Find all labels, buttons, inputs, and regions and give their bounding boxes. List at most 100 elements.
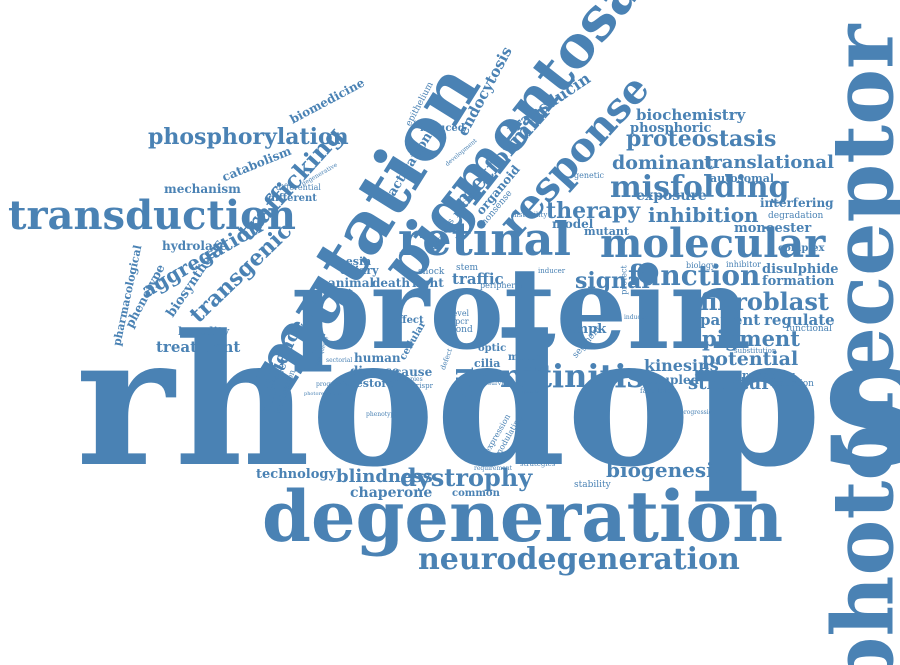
word-mutant: mutant	[584, 225, 629, 238]
word-blindness: blindness	[336, 466, 433, 487]
word-disease: disease	[350, 364, 400, 378]
word-protein: protein	[292, 244, 751, 375]
word-monoester: monoester	[734, 221, 812, 236]
word-ampk: ampk	[566, 322, 607, 337]
word-bond: bond	[450, 325, 473, 335]
word-chaperone: chaperone	[350, 485, 433, 501]
word-function: function	[628, 259, 761, 292]
word-biochemistry: biochemistry	[636, 106, 746, 124]
word-dystrophy: dystrophy	[400, 463, 533, 492]
word-reduction: reduction	[770, 379, 814, 389]
word-crispr: crispr	[412, 382, 433, 390]
word-biology: biology	[686, 261, 716, 270]
word-complex: complex	[778, 243, 825, 254]
word-coupled: coupled	[646, 373, 700, 387]
word-interfering: interfering	[760, 196, 834, 210]
word-inhibitor: inhibitor	[726, 260, 761, 269]
word-transduction: transduction	[8, 192, 296, 239]
word-strategies: strategies	[520, 460, 556, 468]
word-quality: quality	[522, 389, 540, 395]
word-photoreceptors: photoreceptors	[304, 391, 343, 397]
word-sectorial: sectorial	[326, 357, 353, 364]
word-mechanism: mechanism	[164, 182, 241, 196]
word-formation: formation	[762, 274, 835, 289]
word-inducer: inducer	[538, 267, 566, 275]
word-shock: shock	[418, 267, 445, 277]
word-signal: signal	[575, 268, 650, 294]
word-induced: induced	[420, 123, 465, 134]
word-receptor: receptor	[742, 369, 795, 382]
word-model: model	[552, 217, 594, 231]
word-functional: functional	[786, 324, 832, 334]
word-degradation: degradation	[768, 211, 824, 221]
word-induction: induction	[624, 314, 653, 321]
word-optic: optic	[478, 343, 507, 354]
word-structure: structure	[688, 373, 783, 394]
word-kinesin: kinesin	[326, 255, 372, 268]
word-kinesins: kinesins	[644, 356, 719, 375]
word-autosomal: autosomal	[710, 172, 775, 185]
word-substitution: substitution	[734, 347, 777, 355]
word-survival: survival	[488, 380, 513, 387]
word-technology: technology	[256, 467, 337, 482]
word-death: death	[372, 276, 411, 290]
word-neurodegeneration: neurodegeneration	[418, 542, 740, 577]
word-differential: differential	[276, 183, 321, 192]
word-therapies: therapies	[394, 376, 423, 383]
word-disulphide: disulphide	[762, 262, 839, 277]
word-cilia: cilia	[474, 357, 501, 370]
word-peripherin: peripherin	[480, 281, 523, 290]
word-exposure: exposure	[636, 188, 707, 204]
word-degeneration: degeneration	[262, 475, 784, 558]
word-molecular: molecular	[600, 220, 826, 267]
word-regulate: regulate	[764, 311, 835, 329]
word-protect: protect	[619, 265, 629, 295]
word-facilitate: facilitate	[640, 387, 672, 395]
word-stem: stem	[456, 263, 479, 273]
word-common: common	[452, 488, 500, 499]
word-rhodopsin: rhodopsin	[75, 296, 900, 507]
word-human: human	[354, 351, 401, 365]
word-retinal: retinal	[398, 212, 571, 266]
word-visual: visual	[472, 371, 509, 384]
word-therapy: therapy	[546, 198, 641, 224]
word-gpcr: gpcr	[450, 317, 469, 326]
word-motor: motor	[508, 352, 542, 363]
word-progressive: progressive	[316, 381, 352, 388]
word-stability: stability	[574, 480, 611, 490]
word-pigment: pigment	[702, 326, 800, 351]
word-cause: cause	[394, 365, 433, 379]
word-animal: animal	[328, 276, 375, 290]
word-phosphorylation: phosphorylation	[148, 124, 349, 150]
word-retinitis: retinitis	[500, 357, 645, 395]
word-light: light	[412, 276, 444, 290]
word-treatment: treatment	[156, 338, 241, 356]
word-biomedicine: biomedicine	[287, 75, 367, 127]
word-biogenesis: biogenesis	[606, 458, 726, 482]
word-inhibition: inhibition	[648, 203, 759, 227]
word-misfolding: misfolding	[610, 170, 790, 205]
word-control: control	[524, 365, 550, 373]
word-restore: restore	[350, 377, 395, 390]
word-potential: potential	[702, 348, 799, 370]
word-progression: progression	[680, 409, 717, 416]
word-instability: instability	[512, 211, 548, 219]
word-traffic: traffic	[452, 270, 504, 288]
word-level: level	[450, 309, 470, 318]
word-hydrolase: hydrolase	[162, 239, 228, 253]
word-photoreceptor: photoreceptor	[813, 24, 900, 665]
word-fibroblast: fibroblast	[700, 287, 829, 316]
word-genetic: genetic	[574, 171, 604, 180]
word-proteostasis: proteostasis	[626, 126, 777, 152]
word-effect: effect	[392, 315, 424, 326]
word-phenotypic: phenotypic	[366, 411, 400, 418]
word-patient: patient	[700, 311, 761, 329]
word-ciliary: ciliary	[340, 264, 379, 277]
word-different: different	[268, 193, 317, 204]
word-phosphoric: phosphoric	[630, 121, 712, 136]
word-heredity: heredity	[178, 325, 230, 338]
word-translational: translational	[704, 152, 834, 173]
word-dominant: dominant	[612, 152, 714, 174]
word-requirement: requirement	[474, 465, 512, 472]
